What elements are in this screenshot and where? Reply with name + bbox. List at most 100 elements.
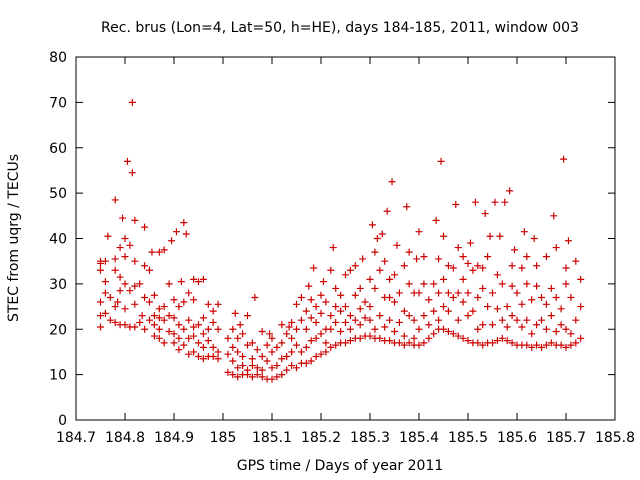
data-point <box>185 289 193 297</box>
data-point <box>123 157 131 165</box>
data-point <box>131 300 139 308</box>
data-point <box>185 316 193 324</box>
data-point <box>520 228 528 236</box>
data-point <box>386 275 394 283</box>
data-point <box>283 366 291 374</box>
data-point <box>425 321 433 329</box>
y-tick-label: 70 <box>49 95 67 111</box>
data-point <box>148 248 156 256</box>
data-point <box>116 287 124 295</box>
data-point <box>366 303 374 311</box>
data-point <box>190 323 198 331</box>
data-point <box>231 309 239 317</box>
data-point <box>119 214 127 222</box>
data-point <box>405 312 413 320</box>
data-point <box>420 339 428 347</box>
data-point <box>185 350 193 358</box>
data-point <box>508 282 516 290</box>
data-point <box>97 323 104 331</box>
data-point <box>415 341 423 349</box>
data-point <box>180 341 188 349</box>
data-point <box>395 339 403 347</box>
data-point <box>209 307 217 315</box>
data-point <box>268 334 276 342</box>
data-point <box>126 241 134 249</box>
x-tick-label: 185.5 <box>448 430 488 446</box>
data-point <box>285 323 293 331</box>
data-point <box>332 303 340 311</box>
data-point <box>317 350 325 358</box>
data-point <box>131 282 139 290</box>
data-point <box>425 334 433 342</box>
data-point <box>577 303 585 311</box>
data-point <box>491 198 499 206</box>
data-point <box>322 348 330 356</box>
data-point <box>405 339 413 347</box>
data-point <box>388 178 396 186</box>
data-point <box>146 298 153 306</box>
data-point <box>146 266 153 274</box>
data-point <box>111 318 119 326</box>
data-point <box>229 343 237 351</box>
data-point <box>327 266 335 274</box>
data-point <box>366 275 374 283</box>
data-point <box>562 325 570 333</box>
data-point <box>464 337 472 345</box>
data-point <box>101 278 109 286</box>
data-point <box>342 339 349 347</box>
data-point <box>244 366 251 374</box>
data-point <box>278 355 286 363</box>
data-point <box>114 298 122 306</box>
data-point <box>190 332 198 340</box>
data-point <box>400 341 408 349</box>
data-point <box>283 352 291 360</box>
data-point <box>146 316 153 324</box>
data-points <box>97 98 585 383</box>
data-point <box>155 305 163 313</box>
data-point <box>371 325 379 333</box>
data-point <box>204 300 212 308</box>
data-point <box>410 334 418 342</box>
data-point <box>484 253 492 261</box>
data-point <box>474 262 482 270</box>
data-point <box>459 275 467 283</box>
data-point <box>155 314 163 322</box>
data-point <box>111 255 119 263</box>
data-point <box>199 275 207 283</box>
data-point <box>572 316 580 324</box>
data-point <box>368 221 376 229</box>
data-point <box>239 352 247 360</box>
data-point <box>150 291 158 299</box>
data-point <box>251 293 259 301</box>
data-point <box>415 325 423 333</box>
data-point <box>273 373 281 381</box>
data-point <box>253 346 261 354</box>
data-point <box>97 298 104 306</box>
data-point <box>523 253 531 261</box>
data-point <box>248 339 256 347</box>
data-point <box>435 316 443 324</box>
data-point <box>288 318 296 326</box>
data-point <box>564 237 572 245</box>
data-point <box>437 157 445 165</box>
data-point <box>190 296 198 304</box>
data-point <box>489 321 496 329</box>
data-point <box>101 257 109 265</box>
data-point <box>337 328 345 336</box>
data-point <box>204 337 212 345</box>
data-point <box>371 284 379 292</box>
data-point <box>199 330 207 338</box>
data-point <box>560 155 568 163</box>
data-point <box>195 352 202 360</box>
data-point <box>557 341 565 349</box>
data-point <box>528 330 536 338</box>
data-point <box>469 307 477 315</box>
data-point <box>121 321 129 329</box>
data-point <box>327 312 335 320</box>
data-point <box>474 325 482 333</box>
data-point <box>449 330 457 338</box>
data-point <box>288 362 296 370</box>
data-point <box>547 339 555 347</box>
data-point <box>302 359 310 367</box>
